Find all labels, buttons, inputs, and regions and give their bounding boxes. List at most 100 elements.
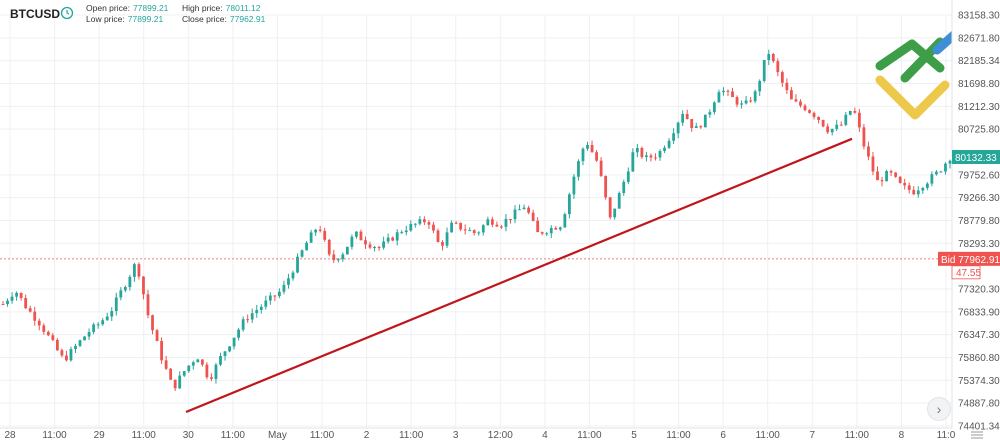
candle: [731, 87, 734, 98]
candle: [586, 141, 589, 151]
candle: [880, 176, 884, 187]
candle: [223, 350, 227, 361]
candle-body: [6, 300, 9, 305]
candle: [196, 358, 200, 363]
candle-body: [812, 112, 816, 117]
scroll-to-latest-button[interactable]: ›: [927, 397, 951, 421]
candle-body: [200, 359, 204, 365]
time-axis: 28 11:00 29 11:00 30 11:00 May 11:00 2 11:00 3 12:0…: [0, 427, 956, 441]
candle-body: [826, 126, 830, 133]
candle-body: [504, 218, 508, 227]
candle-body: [341, 254, 345, 260]
candle: [490, 216, 494, 228]
candle: [898, 176, 902, 184]
y-tick-label: 79752.60: [958, 170, 1000, 181]
candle: [291, 270, 295, 281]
x-tick-label: 11:0: [937, 430, 956, 441]
clock-icon[interactable]: [60, 6, 74, 20]
candle-body: [885, 171, 888, 182]
y-tick-label: 78779.80: [958, 216, 1000, 227]
candle: [790, 87, 793, 100]
candle: [558, 226, 562, 232]
chevron-right-icon: ›: [936, 401, 942, 417]
candle-body: [794, 99, 798, 102]
candle: [373, 245, 376, 252]
axis-settings-icon[interactable]: [970, 430, 984, 440]
candle-body: [690, 119, 694, 129]
candle-body: [65, 355, 68, 361]
candle: [876, 166, 879, 181]
svg-text:47.55: 47.55: [956, 268, 981, 279]
candle-body: [409, 223, 413, 231]
candle: [87, 328, 91, 340]
candle: [572, 174, 576, 199]
candle-body: [268, 295, 272, 301]
candle: [835, 119, 839, 131]
candle: [246, 314, 250, 323]
candle: [567, 192, 571, 219]
candle: [545, 231, 549, 237]
candle: [921, 186, 925, 194]
candle: [640, 146, 644, 160]
candle: [536, 217, 540, 233]
candle-body: [314, 229, 318, 233]
candle-body: [291, 272, 295, 279]
candle: [948, 159, 952, 169]
candle: [114, 292, 118, 316]
candle-body: [463, 229, 467, 231]
candle-body: [758, 80, 762, 92]
candle-body: [382, 241, 386, 248]
x-tick-label: 3: [453, 430, 459, 441]
x-tick-label: 28: [4, 430, 16, 441]
candle-body: [799, 101, 802, 106]
candle-body: [903, 182, 907, 186]
y-tick-label: 82671.80: [958, 33, 1000, 44]
candle: [69, 346, 73, 362]
candle: [459, 222, 463, 232]
candle: [400, 230, 404, 234]
candle: [522, 204, 526, 210]
candle: [409, 220, 413, 232]
candle: [613, 208, 617, 220]
candle: [74, 343, 77, 353]
candle: [123, 285, 127, 293]
candle: [509, 218, 512, 224]
candle: [808, 109, 811, 114]
candle-body: [133, 264, 136, 277]
candle-body: [223, 351, 227, 357]
candle: [228, 346, 231, 353]
x-tick-label: 11:00: [132, 430, 157, 441]
candle-body: [42, 325, 46, 332]
candle-body: [441, 242, 444, 246]
candle: [210, 373, 213, 382]
candle: [930, 171, 934, 187]
candle: [857, 109, 861, 132]
candle: [712, 101, 716, 115]
candle-body: [309, 232, 313, 243]
candle: [744, 95, 748, 105]
candle-body: [287, 278, 290, 285]
candle: [350, 234, 354, 250]
open-price-readout: Open price: 77899.21: [86, 3, 169, 13]
candle-body: [753, 91, 757, 102]
candle-body: [151, 315, 154, 331]
candle: [55, 338, 59, 352]
candle-body: [210, 377, 213, 379]
candle: [241, 316, 245, 332]
spread-tag: 47.55: [951, 265, 981, 280]
x-tick-label: 11:00: [310, 430, 335, 441]
candle: [432, 221, 435, 234]
symbol-name[interactable]: BTCUSD: [10, 7, 60, 21]
candle: [604, 175, 608, 200]
candle: [531, 209, 535, 222]
candle-body: [667, 140, 671, 148]
candle: [182, 370, 186, 378]
candle-body: [790, 90, 793, 100]
x-tick-label: 29: [94, 430, 106, 441]
candle: [817, 116, 820, 124]
candle: [318, 225, 322, 233]
brand-logo: [875, 29, 960, 120]
x-tick-label: 11:00: [666, 430, 691, 441]
candle-body: [472, 230, 476, 234]
